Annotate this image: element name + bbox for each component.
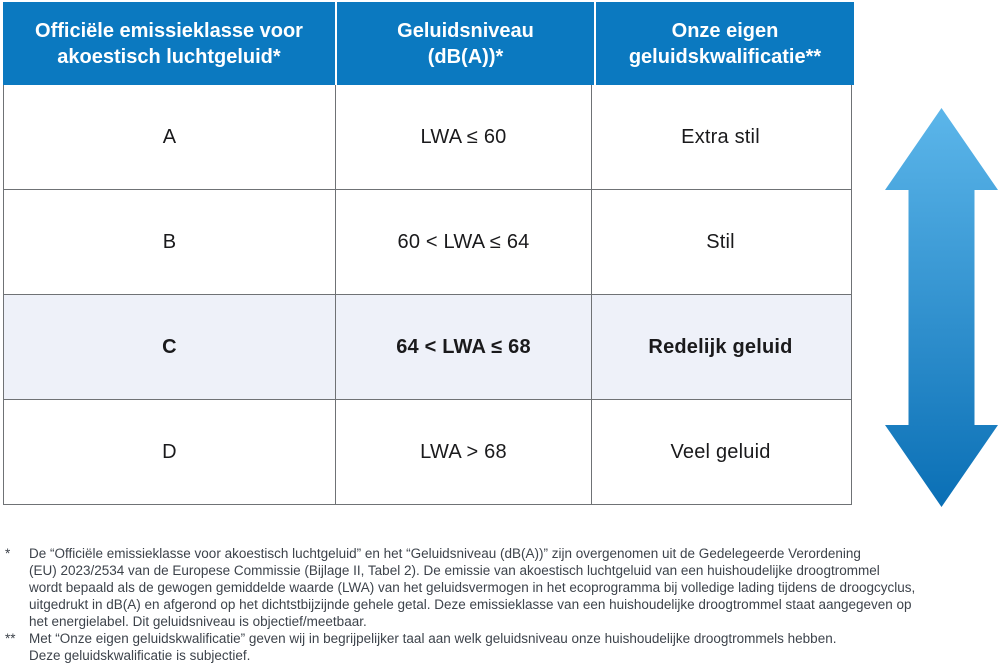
table-header-row: Officiële emissieklasse voor akoestisch …: [3, 2, 854, 85]
table-row: B 60 < LWA ≤ 64 Stil: [4, 189, 851, 294]
cell-emissieklasse: C: [162, 335, 177, 358]
cell-kwalificatie: Stil: [591, 190, 849, 294]
footnote-text: De “Officiële emissieklasse voor akoesti…: [29, 545, 973, 630]
footnote-1: * De “Officiële emissieklasse voor akoes…: [5, 545, 973, 630]
table-row: A LWA ≤ 60 Extra stil: [4, 85, 851, 189]
footnote-text: Met “Onze eigen geluidskwalificatie” gev…: [29, 630, 973, 664]
double-arrow-icon: [885, 108, 998, 507]
cell-emissieklasse: A: [162, 125, 177, 148]
footnote-line: Deze geluidskwalificatie is subjectief.: [29, 648, 251, 663]
cell-geluidsniveau: LWA > 68: [335, 400, 591, 504]
footnote-line: (EU) 2023/2534 van de Europese Commissie…: [29, 563, 880, 578]
header-emissieklasse: Officiële emissieklasse voor akoestisch …: [3, 2, 335, 85]
cell-geluidsniveau: LWA ≤ 60: [335, 85, 591, 189]
footnote-marker: **: [5, 631, 16, 646]
cell-geluidsniveau: 64 < LWA ≤ 68: [335, 295, 591, 399]
table-row: C 64 < LWA ≤ 68 Redelijk geluid: [4, 294, 851, 399]
cell-emissieklasse: B: [162, 230, 177, 253]
noise-class-table: Officiële emissieklasse voor akoestisch …: [3, 2, 854, 505]
header-kwalificatie: Onze eigen geluidskwalificatie**: [596, 2, 854, 85]
cell-kwalificatie: Extra stil: [591, 85, 849, 189]
footnotes: * De “Officiële emissieklasse voor akoes…: [5, 545, 973, 664]
cell-geluidsniveau: 60 < LWA ≤ 64: [335, 190, 591, 294]
cell-kwalificatie: Redelijk geluid: [591, 295, 849, 399]
footnote-marker: *: [5, 546, 11, 561]
table-row: D LWA > 68 Veel geluid: [4, 399, 851, 504]
footnote-line: het energielabel. Dit geluidsniveau is o…: [29, 614, 367, 629]
footnote-line: uitgedrukt in dB(A) en afgerond op het d…: [29, 597, 912, 612]
table-body: A LWA ≤ 60 Extra stil B 60 < LWA ≤ 64 St…: [3, 85, 852, 505]
footnote-line: Met “Onze eigen geluidskwalificatie” gev…: [29, 631, 837, 646]
footnote-line: De “Officiële emissieklasse voor akoesti…: [29, 546, 861, 561]
footnote-line: wordt bepaald als de gewogen gemiddelde …: [29, 580, 916, 595]
cell-emissieklasse: D: [162, 440, 177, 463]
cell-kwalificatie: Veel geluid: [591, 400, 849, 504]
footnote-2: ** Met “Onze eigen geluidskwalificatie” …: [5, 630, 973, 664]
header-geluidsniveau: Geluidsniveau (dB(A))*: [337, 2, 594, 85]
